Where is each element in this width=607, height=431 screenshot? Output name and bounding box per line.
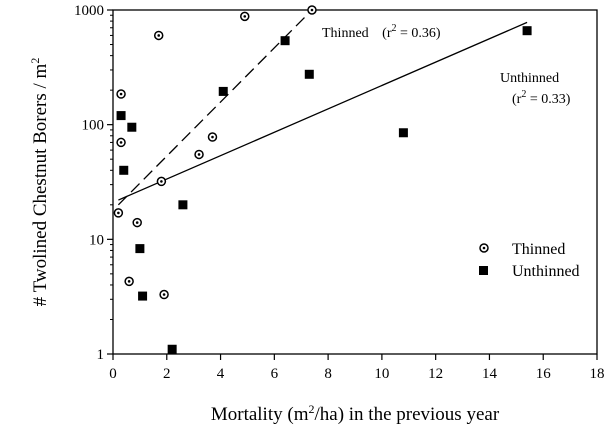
legend-marker-unthinned	[479, 266, 488, 275]
point-thinned	[240, 11, 250, 22]
y-tick-label: 100	[82, 118, 105, 134]
x-tick-label: 14	[482, 366, 498, 382]
x-axis-title-post: /ha) in the previous year	[314, 404, 499, 425]
point-thinned	[153, 30, 164, 41]
x-tick-label: 0	[109, 366, 117, 382]
x-axis-title-pre: Mortality (m	[211, 404, 309, 425]
anno-thinned-name: Thinned	[322, 26, 369, 41]
x-axis: 0 2 4 6 8 10 12 14 16 18	[109, 354, 605, 382]
point-unthinned	[280, 36, 290, 46]
data-points	[113, 5, 532, 354]
x-axis-title-sup: 2	[308, 402, 314, 416]
point-thinned	[124, 276, 134, 287]
y-axis-title-pre: # Twolined Chestnut Borers / m	[30, 63, 51, 306]
anno-thinned-r2-post: = 0.36)	[396, 26, 440, 41]
fit-line-thinned	[117, 9, 313, 206]
plot-frame	[112, 9, 598, 355]
point-unthinned	[398, 128, 408, 138]
point-thinned	[207, 132, 218, 142]
x-tick-label: 4	[217, 366, 225, 382]
anno-thinned-r2-sup: 2	[391, 23, 396, 34]
point-thinned	[156, 176, 167, 187]
point-thinned	[132, 217, 142, 228]
legend: Thinned Unthinned	[479, 241, 580, 280]
anno-thinned: Thinned (r2 = 0.36)	[322, 23, 441, 41]
point-thinned	[307, 5, 317, 15]
x-axis-title: Mortality (m2/ha) in the previous year	[211, 402, 500, 425]
point-thinned	[116, 89, 126, 99]
anno-unthinned-name: Unthinned	[500, 71, 559, 86]
x-tick-label: 8	[324, 366, 332, 382]
y-tick-label: 1000	[74, 3, 104, 19]
x-tick-label: 2	[163, 366, 171, 382]
point-unthinned	[218, 86, 228, 96]
point-unthinned	[116, 111, 126, 121]
x-tick-label: 16	[536, 366, 552, 382]
fit-line-unthinned	[118, 21, 528, 201]
anno-unthinned-r2-pre: (r	[512, 92, 522, 107]
point-unthinned	[304, 69, 314, 79]
point-thinned	[116, 137, 126, 148]
x-tick-label: 10	[374, 366, 389, 382]
anno-unthinned-r2-post: = 0.33)	[526, 92, 570, 107]
point-thinned	[113, 208, 124, 218]
point-unthinned	[178, 200, 188, 210]
legend-label-thinned: Thinned	[512, 241, 565, 258]
anno-unthinned-r2-sup: 2	[521, 89, 526, 100]
x-tick-label: 6	[271, 366, 279, 382]
legend-label-unthinned: Unthinned	[512, 263, 580, 280]
point-unthinned	[138, 291, 148, 301]
point-unthinned	[135, 244, 145, 254]
anno-thinned-r2-pre: (r	[382, 26, 392, 41]
point-unthinned	[167, 344, 177, 354]
x-tick-label: 18	[590, 366, 605, 382]
point-unthinned	[127, 122, 137, 132]
anno-unthinned-r2: (r2 = 0.33)	[512, 89, 571, 107]
point-unthinned	[522, 26, 532, 36]
plot-area	[112, 9, 598, 355]
x-tick-label: 12	[428, 366, 443, 382]
fit-lines	[117, 9, 528, 206]
y-axis-title: # Twolined Chestnut Borers / m2	[28, 58, 51, 307]
point-thinned	[159, 289, 169, 300]
point-thinned	[194, 149, 204, 160]
y-axis-title-sup: 2	[28, 58, 42, 64]
y-axis: 1 10 100 1000	[74, 3, 113, 363]
point-unthinned	[119, 165, 129, 175]
legend-marker-thinned	[479, 243, 489, 253]
y-tick-label: 10	[89, 232, 104, 248]
y-tick-label: 1	[97, 347, 105, 363]
